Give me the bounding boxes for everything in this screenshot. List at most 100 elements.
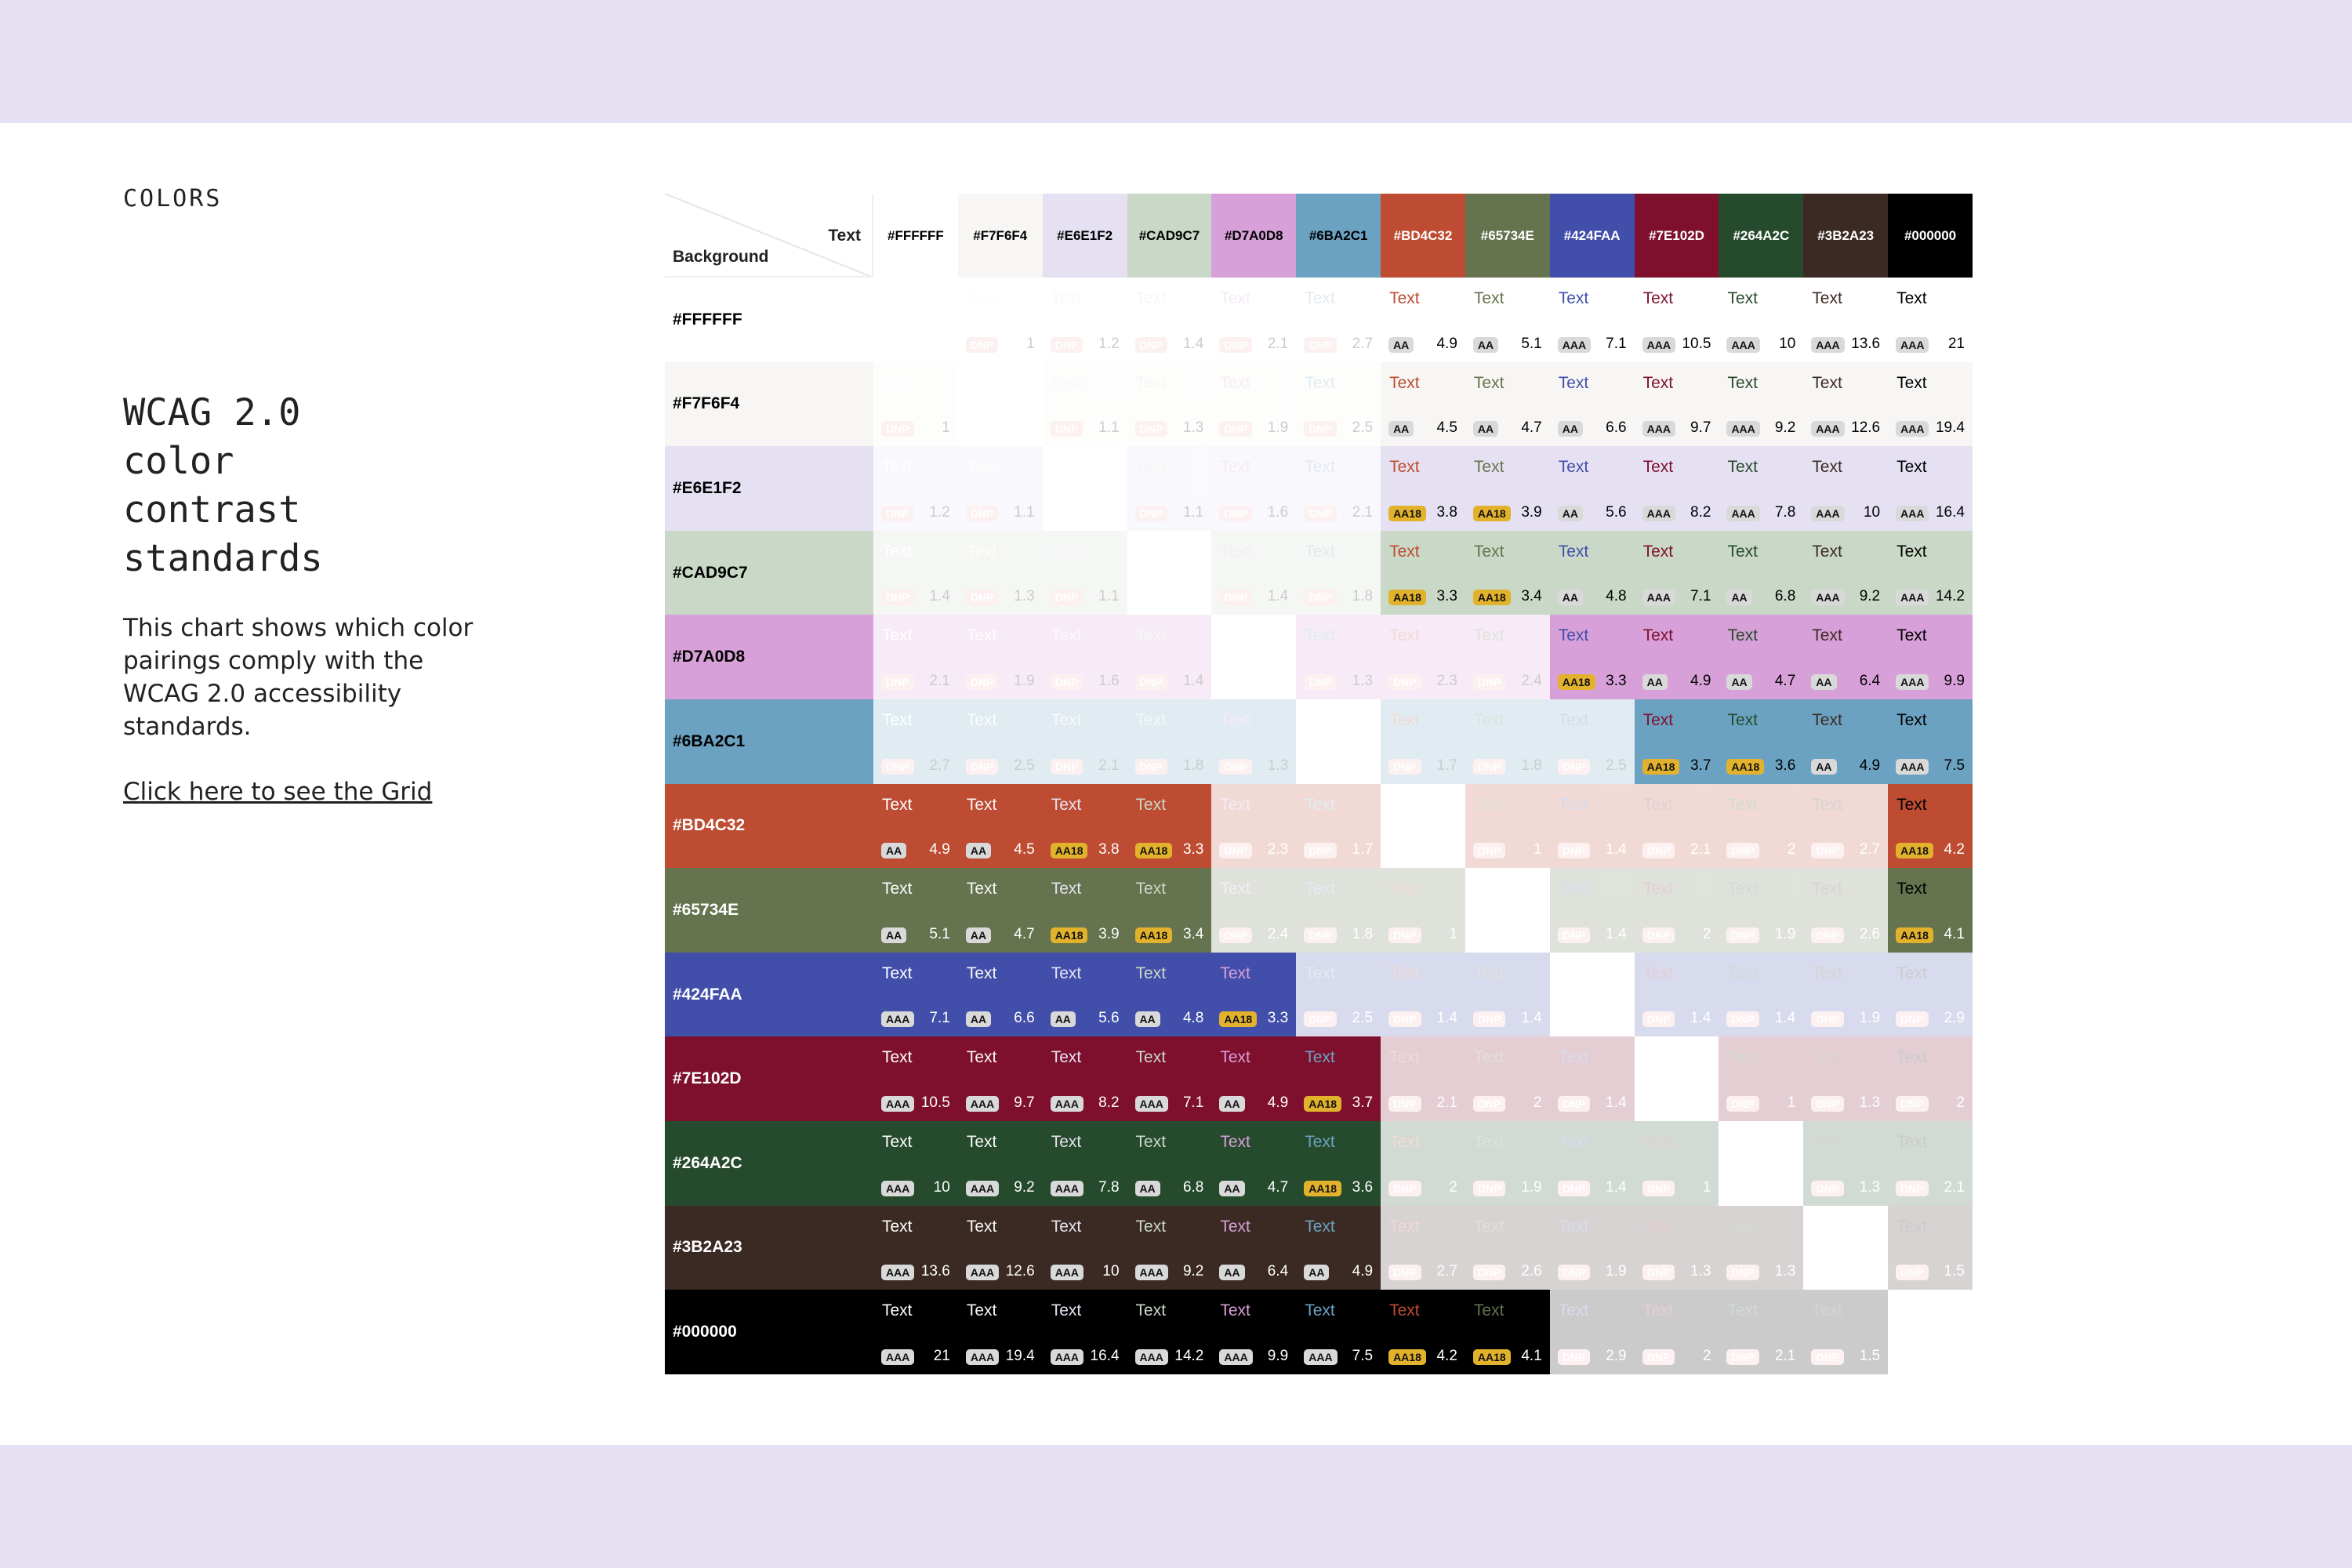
- contrast-ratio: 1.9: [1774, 925, 1796, 942]
- contrast-ratio: 10: [1863, 503, 1881, 521]
- sample-text: Text: [1642, 289, 1674, 307]
- sample-text: Text: [1812, 964, 1842, 982]
- contrast-cell: Text DNP 2.9: [1549, 1290, 1635, 1374]
- contrast-ratio: 1: [1026, 335, 1035, 352]
- row-header: #000000: [665, 1290, 873, 1374]
- contrast-ratio: 1.3: [1859, 1178, 1881, 1196]
- contrast-ratio: 2.9: [1606, 1347, 1627, 1364]
- sample-text: Text: [1727, 1301, 1758, 1320]
- contrast-ratio: 1.1: [1182, 503, 1204, 521]
- contrast-cell: Text DNP 1: [957, 278, 1043, 362]
- contrast-ratio: 1.9: [1014, 672, 1035, 689]
- contrast-cell: Text DNP 1.6: [1042, 615, 1127, 699]
- contrast-ratio: 4.1: [1521, 1347, 1542, 1364]
- rating-badge: AA: [1726, 673, 1752, 690]
- contrast-cell: Text DNP 2: [1381, 1120, 1465, 1206]
- sample-text: Text: [966, 710, 997, 729]
- contrast-ratio: 2.1: [1098, 757, 1120, 774]
- rating-badge: DNP: [1219, 336, 1252, 353]
- title-line: WCAG 2.0: [123, 391, 301, 434]
- rating-badge: DNP: [1642, 843, 1675, 859]
- contrast-cell: Text DNP 2: [1465, 1036, 1550, 1121]
- rating-badge: AAA: [1896, 505, 1929, 521]
- contrast-ratio: 13.6: [920, 1263, 950, 1280]
- sample-text: Text: [1473, 964, 1504, 982]
- rating-badge: DNP: [1050, 758, 1083, 775]
- rating-badge: AAA: [1896, 336, 1929, 353]
- rating-badge: DNP: [881, 673, 914, 690]
- contrast-ratio: 1.4: [1182, 672, 1204, 689]
- contrast-cell: Text DNP 1.7: [1296, 783, 1381, 869]
- row-header: #FFFFFF: [665, 278, 873, 362]
- rating-badge: DNP: [1642, 1011, 1675, 1028]
- rating-badge: DNP: [1557, 1265, 1591, 1281]
- contrast-cell: Text DNP 1.4: [1549, 868, 1635, 953]
- contrast-ratio: 2.9: [1944, 1010, 1965, 1027]
- rating-badge: AAA: [1134, 1095, 1168, 1112]
- sample-text: Text: [1220, 795, 1250, 814]
- contrast-cell: Text AAA 7.5: [1888, 699, 1973, 784]
- sample-text: Text: [1642, 1301, 1674, 1320]
- contrast-cell: Text AA18 3.8: [1042, 783, 1127, 869]
- rating-badge: AAA: [881, 1348, 915, 1365]
- title-line: standards: [123, 537, 323, 580]
- contrast-cell: Text DNP 1.2: [873, 446, 958, 531]
- rating-badge: AA18: [1557, 673, 1595, 690]
- row-header: #F7F6F4: [665, 361, 873, 447]
- contrast-cell: Text AA18 4.2: [1381, 1290, 1465, 1374]
- contrast-cell: Text AAA 9.7: [1634, 361, 1719, 447]
- sample-text: Text: [1896, 458, 1927, 477]
- sample-text: Text: [1642, 1132, 1674, 1151]
- contrast-ratio: 14.2: [1174, 1347, 1204, 1364]
- contrast-ratio: 13.6: [1851, 335, 1881, 352]
- contrast-cell: Text AA 5.1: [873, 868, 958, 953]
- sample-text: Text: [882, 542, 913, 561]
- row-header: #65734E: [665, 868, 873, 953]
- contrast-ratio: 3.3: [1436, 588, 1457, 605]
- rating-badge: DNP: [1304, 590, 1337, 606]
- sample-text: Text: [1558, 1048, 1589, 1067]
- contrast-cell: Text DNP 1: [1719, 1036, 1804, 1121]
- sample-text: Text: [1896, 373, 1927, 392]
- sample-text: Text: [1727, 542, 1758, 561]
- sample-text: Text: [1727, 458, 1758, 477]
- contrast-ratio: 19.4: [1005, 1347, 1035, 1364]
- rating-badge: DNP: [1304, 336, 1337, 353]
- contrast-ratio: 2: [1534, 1094, 1542, 1111]
- sample-text: Text: [1135, 880, 1167, 898]
- sample-text: Text: [882, 458, 913, 477]
- rating-badge: DNP: [881, 758, 914, 775]
- sample-text: Text: [1473, 626, 1504, 645]
- contrast-cell: Text AA18 4.1: [1888, 868, 1973, 953]
- sample-text: Text: [1389, 373, 1420, 392]
- sample-text: Text: [1727, 710, 1758, 729]
- sample-text: Text: [966, 964, 997, 982]
- text-axis-label: Text: [828, 227, 861, 245]
- contrast-cell: Text DNP 2.1: [1888, 1120, 1973, 1206]
- contrast-cell: Text DNP 2: [1634, 868, 1719, 953]
- contrast-cell: Text DNP 2.1: [1719, 1290, 1804, 1374]
- contrast-cell: Text DNP 2.7: [1381, 1205, 1465, 1290]
- contrast-ratio: 2.1: [1774, 1347, 1796, 1364]
- sample-text: Text: [882, 880, 913, 898]
- contrast-ratio: 4.9: [1352, 1263, 1374, 1280]
- contrast-cell: Text DNP 1.9: [1719, 868, 1804, 953]
- see-grid-link[interactable]: Click here to see the Grid: [123, 778, 433, 806]
- contrast-cell: Text AAA 9.2: [1803, 530, 1889, 615]
- contrast-cell: Text AA18 3.9: [1042, 868, 1127, 953]
- contrast-ratio: 2: [1787, 841, 1796, 858]
- contrast-cell: Text DNP 1.1: [1042, 530, 1127, 615]
- sample-text: Text: [1135, 289, 1167, 307]
- contrast-ratio: 1.1: [1014, 503, 1035, 521]
- section-label: COLORS: [123, 185, 223, 212]
- sample-text: Text: [1558, 880, 1589, 898]
- contrast-cell: Text DNP 1.3: [1296, 615, 1381, 699]
- contrast-ratio: 2.7: [929, 757, 950, 774]
- rating-badge: DNP: [965, 505, 999, 521]
- rating-badge: AA: [1811, 673, 1837, 690]
- sample-text: Text: [1896, 964, 1927, 982]
- contrast-ratio: 9.2: [1182, 1263, 1204, 1280]
- rating-badge: AA: [1472, 336, 1499, 353]
- contrast-cell: Text AAA 9.9: [1888, 615, 1973, 699]
- contrast-cell: Text AA18 3.3: [1211, 952, 1297, 1037]
